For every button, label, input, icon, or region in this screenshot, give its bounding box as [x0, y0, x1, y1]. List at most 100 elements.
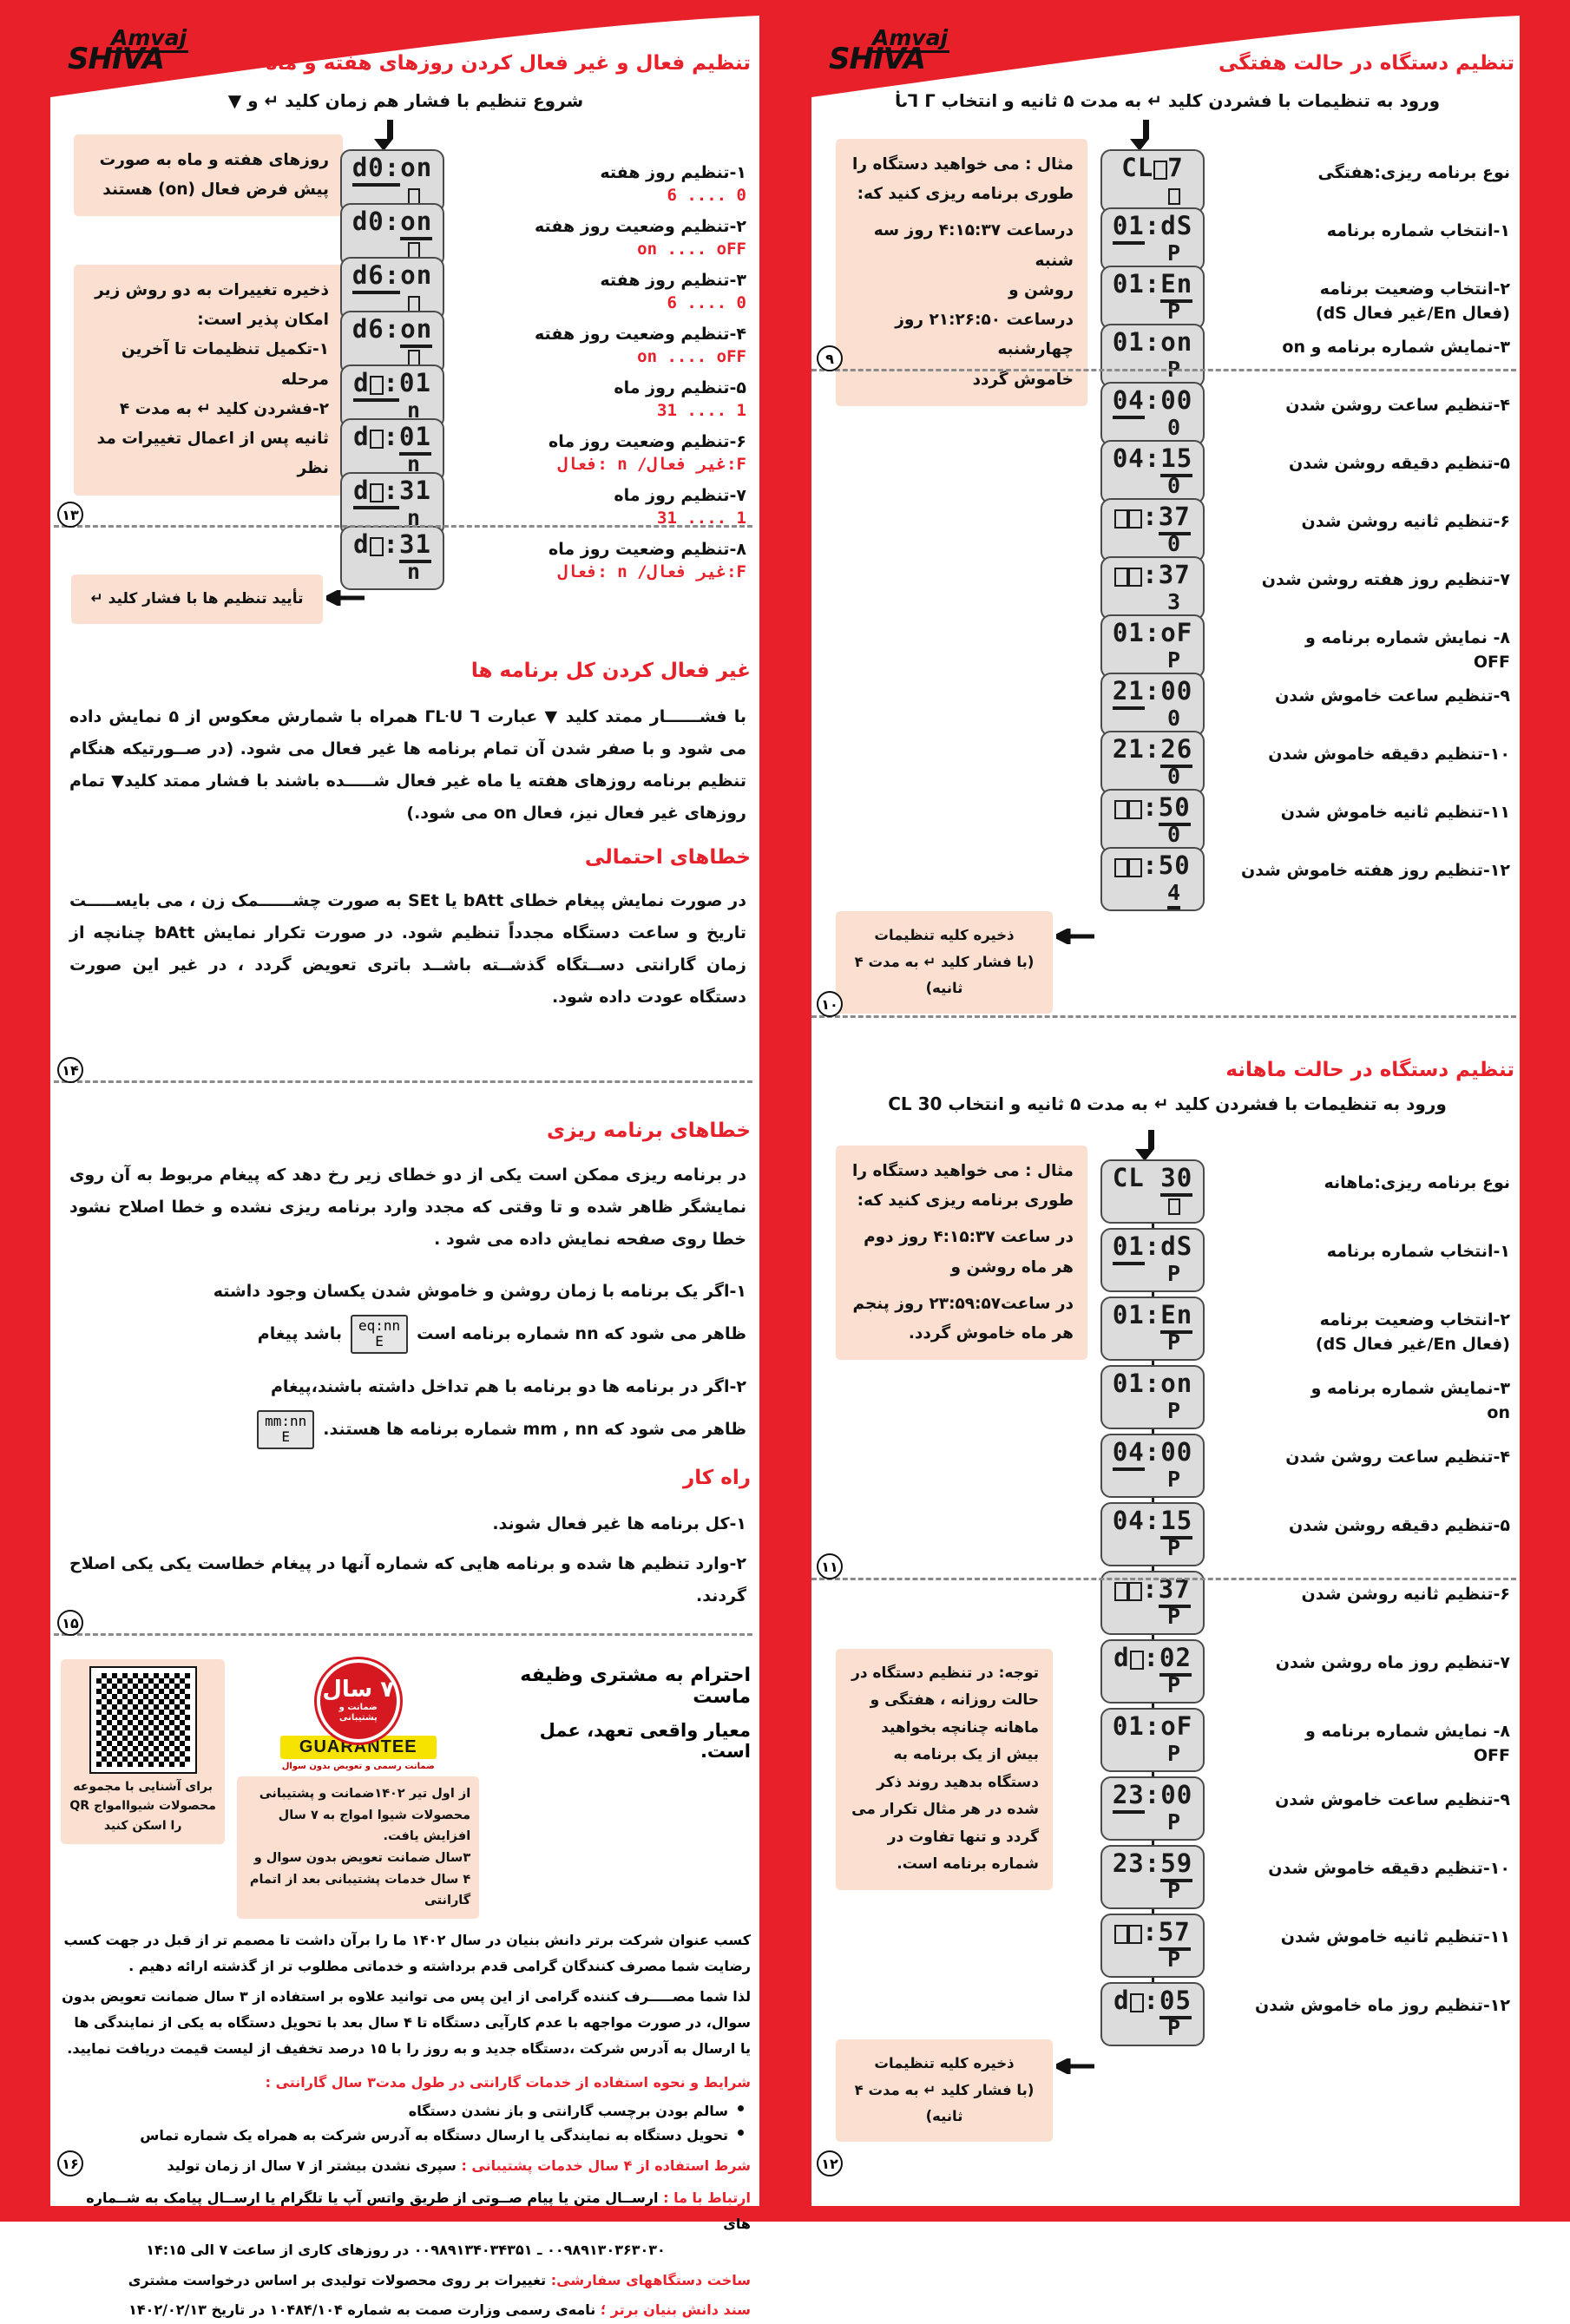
lcd-display: 01:on P — [1100, 1365, 1205, 1429]
lcd-display: d6:on — [340, 257, 444, 321]
lcd-display: d:02 P — [1100, 1639, 1205, 1704]
flow-step-label: ۸-تنظیم وضعیت روز ماه — [549, 540, 746, 559]
certificate-label: سند دانش بنیان برتر ؛ — [600, 2301, 751, 2319]
lcd-sub-text: P — [1166, 1809, 1180, 1835]
lcd-main-text: CL 30 — [1102, 1163, 1203, 1197]
program-errors-p2a: ۱-اگر یک برنامه با زمان روشن و خاموش شدن… — [213, 1282, 746, 1301]
guarantee-line-1: از اول تیر ۱۴۰۲ضمانت و پشتیبانی محصولات … — [259, 1787, 471, 1844]
lcd-main-text: d0:on — [342, 207, 443, 240]
lcd-main-text: d6:on — [342, 314, 443, 348]
lcd-main-text: 01:En — [1102, 1300, 1203, 1334]
disable-all-paragraph: با فشــــــار ممتد کلید ▼ عبارت ᒥᒷᑌ ᒣ هم… — [69, 707, 746, 824]
support-condition-row: شرط استفاده از ۴ سال خدمات پشتیبانی : سپ… — [61, 2153, 751, 2179]
lcd-main-text: :50 — [1102, 853, 1203, 878]
lcd-sub-text: P — [1166, 1878, 1180, 1903]
flow-step-range: 0 .... 6 — [667, 186, 746, 205]
lcd-sub-text: P — [1166, 1672, 1180, 1697]
error-chip-eq-top: eq:nn — [358, 1317, 401, 1334]
program-error-row-3: ظاهر می شود که mm , nn شماره برنامه ها ه… — [69, 1410, 746, 1449]
lcd-display: :37 P — [1100, 1571, 1205, 1635]
right-column-content: تنظیم دستگاه در حالت هفتگی ورود به تنظیم… — [811, 52, 1516, 2176]
lcd-main-text: 01:oF — [1112, 618, 1193, 647]
lcd-display: 01:En P — [1100, 1297, 1205, 1361]
monthly-example-note: مثال : می خواهید دستگاه را طوری برنامه ر… — [836, 1146, 1087, 1361]
support-condition-text: سپری نشدن بیشتر از ۷ سال از زمان تولید — [167, 2157, 457, 2175]
lcd-blank-box — [1128, 1925, 1143, 1944]
flow-step-label: ۵-تنظیم روز ماه — [614, 378, 746, 397]
weekly-section-title: تنظیم دستگاه در حالت هفتگی — [1218, 52, 1514, 75]
flow-step-label: ۱۱-تنظیم ثانیه خاموش شدن — [1280, 803, 1510, 822]
flow-step-label: ۳-نمایش شماره برنامه و on — [1311, 1379, 1510, 1422]
lcd-sub-text: P — [1166, 240, 1180, 266]
lcd-display: d:01 n — [340, 364, 444, 429]
lcd-main-text: 23:00 — [1102, 1780, 1203, 1814]
lcd-sub-text: 4 — [1166, 880, 1180, 909]
lcd-blank-box — [369, 430, 384, 449]
guarantee-badge-group: ۷ سال ضمانت و پشتیبانی GUARANTEE ضمانت ر… — [237, 1659, 480, 1919]
weekly-example-line3: درساعت ۲۱:۲۶:۵۰ روز چهارشنبه — [895, 311, 1074, 359]
warranty-top-row: احترام به مشتری وظیفه ماست معیار واقعی ت… — [61, 1659, 751, 1919]
lcd-display: 01:dS P — [1100, 1228, 1205, 1292]
error-chip-eq-bottom: E — [375, 1333, 384, 1350]
lcd-display: :50 4 — [1100, 847, 1205, 911]
lcd-sub-text: P — [1166, 1467, 1180, 1492]
flow-step-range: on .... oFF — [637, 240, 746, 259]
lcd-sub-text: P — [1166, 1329, 1180, 1355]
right-sep-2 — [811, 1015, 1516, 1018]
lcd-sub-text: 0 — [1166, 531, 1180, 556]
program-errors-p3a: ۲-اگر در برنامه ها دو برنامه با هم تداخل… — [270, 1377, 746, 1396]
flow-step-label: ۲-انتخاب وضعیت برنامه (فعال En/غیر فعال … — [1315, 279, 1510, 323]
flow-connector — [1152, 1224, 1154, 1228]
right-sep-3 — [811, 1578, 1516, 1580]
days-entry-arrow — [374, 120, 393, 151]
days-section-subtitle: شروع تنظیم با فشار هم زمان کلید ↵ و ▼ — [227, 90, 584, 111]
lcd-display: :50 0 — [1100, 789, 1205, 853]
right-sep-1 — [811, 369, 1516, 371]
program-errors-p2b: باشد پیغام — [257, 1323, 342, 1343]
flow-connector — [1152, 1635, 1154, 1639]
lcd-main-text: d:01 — [342, 422, 443, 456]
flow-step-label: ۷-تنظیم روز ماه روشن شدن — [1275, 1653, 1510, 1672]
lcd-main-text: 04:15 — [1102, 1506, 1203, 1539]
solution-title: راه کار — [683, 1467, 751, 1489]
lcd-main-text: d:05 — [1102, 1986, 1203, 2019]
lcd-main-text: 01:on — [1112, 327, 1193, 357]
qr-code[interactable] — [89, 1666, 197, 1774]
warranty-block: احترام به مشتری وظیفه ماست معیار واقعی ت… — [61, 1659, 751, 2324]
frame-right-band — [1520, 0, 1570, 2222]
warranty-headline-2: معیار واقعی تعهد، عمل است. — [539, 1720, 751, 1762]
lcd-sub-text: 3 — [1166, 589, 1180, 619]
lcd-display: d:05 P — [1100, 1982, 1205, 2046]
bullet-dot-icon — [738, 2105, 744, 2112]
lcd-sub-text: P — [1166, 1604, 1180, 1629]
lcd-display: d0:on — [340, 203, 444, 267]
lcd-main-text: 01:En — [1102, 269, 1203, 303]
solution-item-1: ۱-کل برنامه ها غیر فعال شوند. — [492, 1514, 746, 1533]
lcd-blank-box — [1114, 1582, 1129, 1601]
lcd-sub-text: 0 — [1166, 706, 1180, 731]
lcd-main-text: d0:on — [342, 153, 443, 187]
flow-connector — [1152, 1772, 1154, 1776]
lcd-sub-text: P — [1166, 1398, 1180, 1423]
flow-connector — [1152, 1909, 1154, 1914]
warranty-bullet-1-text: سالم بودن برچسب گارانتی و باز نشدن دستگا… — [408, 2103, 728, 2120]
flow-step-label: ۱-انتخاب شماره برنامه — [1326, 1242, 1510, 1261]
page-number-11: ۱۱ — [817, 1553, 843, 1579]
flow-step-label: نوع برنامه ریزی:ماهانه — [1324, 1173, 1510, 1192]
flow-step-label: ۱۲-تنظیم روز ماه خاموش شدن — [1255, 1996, 1510, 2015]
custom-build-text: تغییرات بر روی محصولات تولیدی بر اساس در… — [128, 2271, 547, 2288]
flow-step-label: ۲-تنظیم وضعیت روز هفته — [535, 217, 746, 236]
left-column-content: تنظیم فعال و غیر فعال کردن روزهای هفته و… — [54, 52, 752, 2318]
left-sep-2 — [54, 1080, 752, 1083]
lcd-display: :37 0 — [1100, 498, 1205, 562]
lcd-blank-box — [369, 376, 384, 395]
errors-title: خطاهای احتمالی — [584, 846, 751, 869]
weekly-example-line1: درساعت ۴:۱۵:۳۷ روز سه شنبه — [873, 221, 1074, 270]
weekly-example-line2: روشن و — [1008, 280, 1074, 299]
flow-step-label: ۵-تنظیم دقیقه روشن شدن — [1289, 1516, 1510, 1535]
lcd-main-text: d:31 — [342, 529, 443, 563]
lcd-main-text: :50 — [1102, 792, 1203, 826]
page-number-9: ۹ — [817, 345, 843, 371]
lcd-display: 04:15 P — [1100, 1502, 1205, 1566]
